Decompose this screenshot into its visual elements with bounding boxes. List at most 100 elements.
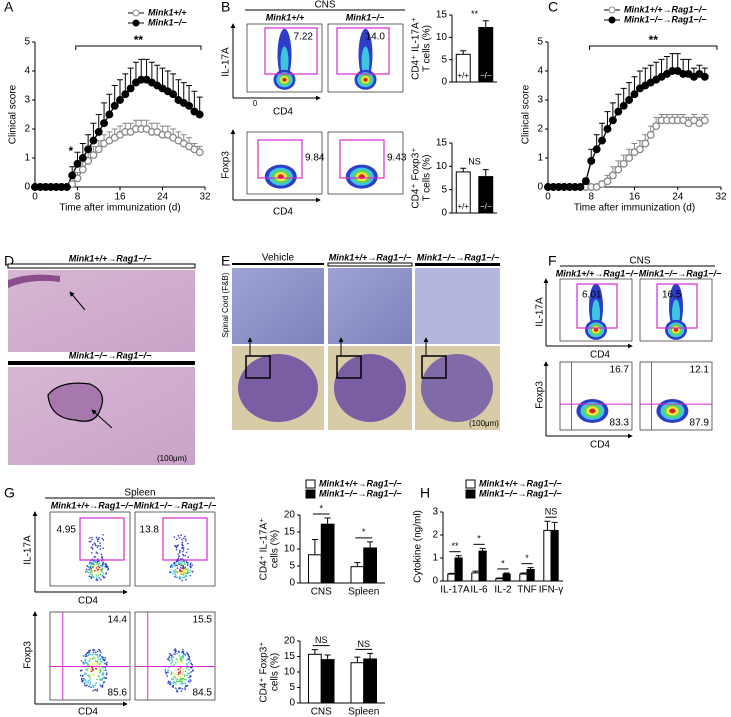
event-dot <box>88 675 91 678</box>
data-point <box>587 156 596 165</box>
event-dot <box>182 654 184 657</box>
panel-label: H <box>420 485 430 501</box>
event-dot <box>179 577 181 580</box>
gate-value: 4.95 <box>57 525 77 536</box>
event-dot <box>105 663 108 665</box>
event-dot <box>101 537 104 540</box>
data-point <box>700 72 709 81</box>
event-dot <box>180 656 182 659</box>
legend-label: Mink1+/+→Rag1−/− <box>479 478 562 488</box>
y-axis-label: Cytokine (ng/ml) <box>413 510 424 583</box>
event-dot <box>184 670 187 673</box>
event-dot <box>173 653 175 655</box>
y-axis-label: T cells (%) <box>422 154 433 201</box>
quadrant-value: 16.7 <box>610 365 630 376</box>
event-dot <box>180 534 182 536</box>
bar <box>478 27 494 83</box>
event-dot <box>91 548 94 550</box>
error-bar <box>354 562 361 567</box>
density-contour <box>673 327 679 332</box>
legend-marker <box>132 19 140 27</box>
event-dot <box>181 678 183 681</box>
event-dot <box>189 565 192 568</box>
event-dot <box>168 659 171 662</box>
event-dot <box>99 654 101 656</box>
category-label: −/− <box>480 202 492 211</box>
event-dot <box>87 571 90 574</box>
flow-plot <box>49 511 131 587</box>
flow-x-label: CD4 <box>273 207 293 218</box>
event-dot <box>98 669 100 672</box>
y-tick-label: 0 <box>289 698 295 709</box>
x-tick-label: TNF <box>517 585 536 596</box>
event-dot <box>173 561 176 564</box>
event-dot <box>185 568 188 570</box>
event-dot <box>179 567 182 569</box>
event-dot <box>95 544 97 547</box>
event-dot <box>174 669 177 672</box>
event-dot <box>95 660 98 663</box>
event-dot <box>179 657 181 660</box>
event-dot <box>96 562 98 565</box>
data-point <box>630 90 639 99</box>
x-tick-label: IFN-γ <box>539 585 563 596</box>
event-dot <box>98 675 101 678</box>
legend-swatch <box>305 489 316 499</box>
event-dot <box>96 569 99 572</box>
x-tick-label: 8 <box>588 192 594 203</box>
tissue-edge <box>8 274 60 288</box>
bar <box>502 573 511 582</box>
significance-label: ** <box>451 541 459 551</box>
density-contour <box>361 46 370 77</box>
data-point <box>94 145 103 154</box>
event-dot <box>187 556 190 558</box>
event-dot <box>175 653 177 656</box>
event-dot <box>174 661 177 664</box>
data-point <box>84 145 93 154</box>
event-dot <box>184 576 186 578</box>
event-dot <box>179 676 182 678</box>
gate-value: 13.8 <box>140 525 160 536</box>
event-dot <box>105 673 108 676</box>
error-bar <box>324 654 331 660</box>
event-dot <box>99 564 102 567</box>
data-point <box>598 136 607 145</box>
event-dot <box>170 654 172 656</box>
panel-label: D <box>4 253 14 269</box>
event-dot <box>180 565 183 568</box>
event-dot <box>191 564 194 566</box>
x-tick-label: 16 <box>629 192 641 203</box>
error-bar <box>482 169 489 177</box>
event-dot <box>189 563 192 566</box>
bar <box>454 557 463 582</box>
event-dot <box>89 681 92 683</box>
event-dot <box>180 682 183 685</box>
event-dot <box>88 649 91 652</box>
event-dot <box>177 680 180 683</box>
event-dot <box>84 658 87 661</box>
event-dot <box>100 678 103 680</box>
group-label: Mink1+/+→Rag1−/− <box>69 253 152 263</box>
event-dot <box>102 657 104 659</box>
data-point <box>73 159 82 168</box>
event-dot <box>183 537 185 540</box>
event-dot <box>88 650 90 653</box>
bar <box>320 523 335 584</box>
event-dot <box>97 658 100 660</box>
gate <box>576 283 618 329</box>
event-dot <box>100 657 102 660</box>
event-dot <box>178 575 181 578</box>
event-dot <box>181 680 184 683</box>
event-dot <box>101 565 104 567</box>
event-dot <box>100 553 103 556</box>
density-contour <box>363 77 368 82</box>
event-dot <box>173 675 176 678</box>
event-dot <box>182 554 185 557</box>
event-dot <box>80 677 83 680</box>
event-dot <box>176 572 179 574</box>
event-dot <box>187 569 190 571</box>
gate-value: 9.43 <box>387 153 407 164</box>
bar <box>350 566 365 584</box>
event-dot <box>102 562 104 564</box>
event-dot <box>98 671 101 674</box>
